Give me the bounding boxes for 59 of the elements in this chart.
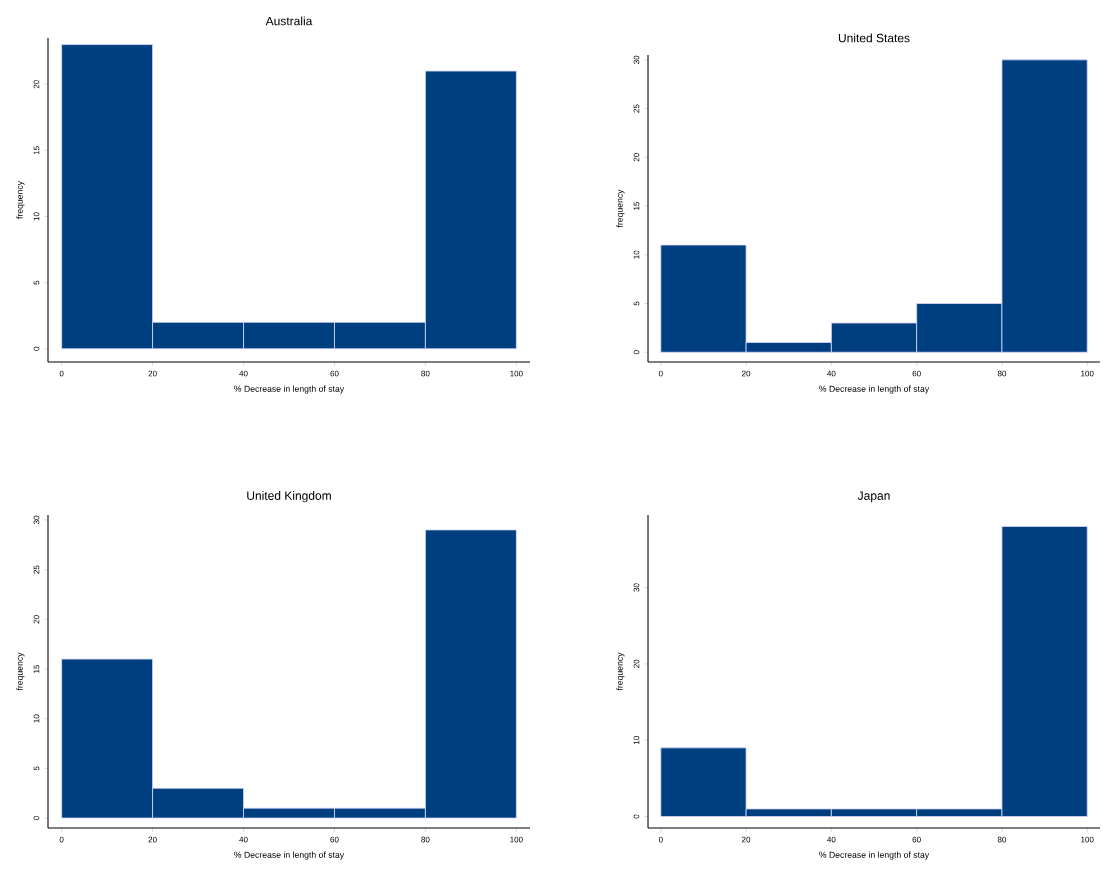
y-tick-label: 0	[633, 350, 640, 355]
x-tick-label: 100	[510, 370, 523, 377]
x-tick-label: 60	[912, 370, 921, 377]
chart-title: Australia	[265, 16, 313, 26]
x-tick-label: 40	[827, 836, 836, 843]
x-tick-label: 20	[742, 370, 751, 377]
y-tick-label: 25	[633, 104, 640, 113]
x-tick-label: 80	[421, 836, 430, 843]
x-axis-title: % Decrease in length of stay	[819, 385, 930, 394]
x-axis-title: % Decrease in length of stay	[234, 385, 345, 394]
y-tick-label: 10	[633, 736, 640, 745]
y-tick-label: 0	[33, 346, 40, 351]
x-axis-title: % Decrease in length of stay	[819, 851, 930, 860]
x-tick-label: 80	[421, 370, 430, 377]
x-tick-label: 40	[239, 370, 248, 377]
y-axis-title: frequency	[616, 189, 625, 228]
y-tick-label: 15	[633, 201, 640, 210]
x-tick-label: 20	[742, 836, 751, 843]
x-tick-label: 100	[510, 836, 523, 843]
x-tick-label: 80	[997, 370, 1007, 377]
x-tick-label: 60	[330, 370, 339, 377]
chart-title: United States	[838, 33, 910, 43]
x-tick-label: 80	[997, 836, 1007, 843]
y-tick-label: 0	[33, 816, 40, 820]
x-tick-label: 60	[330, 836, 339, 843]
y-tick-label: 5	[633, 301, 640, 306]
y-tick-label: 30	[33, 515, 40, 525]
y-axis-title: frequency	[616, 652, 625, 691]
y-tick-label: 15	[33, 664, 40, 673]
x-tick-label: 60	[912, 836, 921, 843]
y-axis-title: frequency	[16, 180, 25, 219]
y-tick-label: 10	[33, 212, 40, 221]
x-tick-label: 40	[827, 370, 836, 377]
y-axis-title: frequency	[16, 652, 25, 691]
chart-title: Japan	[857, 491, 890, 503]
y-tick-label: 10	[633, 250, 640, 259]
y-tick-label: 15	[33, 146, 40, 155]
x-tick-label: 100	[1081, 836, 1094, 843]
y-tick-label: 20	[33, 615, 40, 624]
x-tick-label: 100	[1081, 370, 1094, 377]
x-tick-label: 0	[658, 370, 663, 377]
x-tick-label: 40	[239, 836, 248, 843]
x-tick-label: 0	[658, 836, 663, 843]
y-tick-label: 20	[633, 659, 640, 668]
chart-title: United Kingdom	[247, 491, 331, 503]
x-tick-label: 20	[148, 836, 157, 843]
y-tick-label: 5	[33, 766, 40, 771]
y-tick-label: 5	[33, 280, 40, 285]
x-tick-label: 0	[59, 836, 64, 843]
x-tick-label: 20	[148, 370, 157, 377]
x-tick-label: 0	[59, 370, 64, 377]
y-tick-label: 10	[33, 714, 40, 723]
x-axis-title: % Decrease in length of stay	[234, 851, 345, 860]
y-tick-label: 25	[33, 565, 40, 574]
y-tick-label: 30	[633, 583, 640, 592]
y-tick-label: 20	[633, 153, 640, 162]
y-tick-label: 30	[633, 55, 640, 64]
y-tick-label: 0	[633, 814, 640, 819]
y-tick-label: 20	[33, 80, 40, 89]
